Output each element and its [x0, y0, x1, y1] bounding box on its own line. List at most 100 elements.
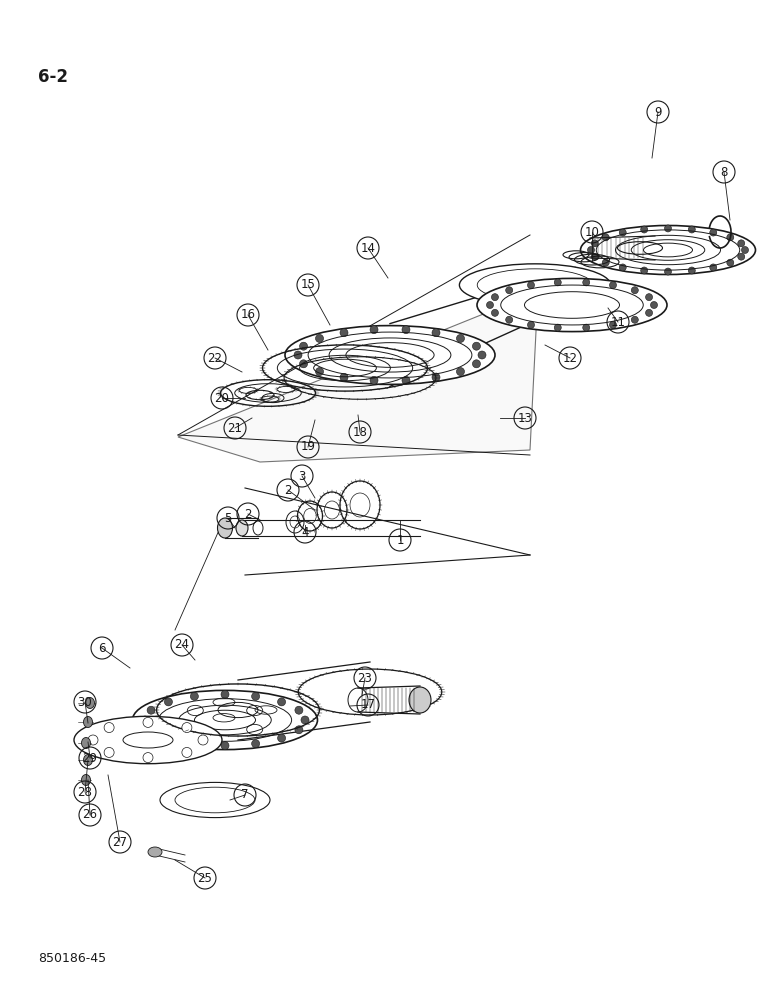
Text: 6-2: 6-2: [38, 68, 68, 86]
Ellipse shape: [218, 518, 232, 538]
Circle shape: [688, 226, 695, 233]
Text: 4: 4: [301, 526, 309, 538]
Text: 30: 30: [78, 696, 92, 708]
Text: 21: 21: [228, 422, 243, 434]
Circle shape: [104, 723, 114, 733]
Circle shape: [182, 747, 192, 757]
Circle shape: [478, 351, 486, 359]
Circle shape: [221, 690, 229, 698]
Text: 7: 7: [241, 788, 249, 802]
Circle shape: [487, 302, 494, 308]
Text: 8: 8: [720, 165, 728, 178]
Circle shape: [527, 282, 534, 289]
Circle shape: [147, 706, 155, 714]
Circle shape: [602, 234, 609, 241]
Text: 14: 14: [360, 241, 375, 254]
Circle shape: [527, 321, 534, 328]
Circle shape: [651, 302, 658, 308]
Circle shape: [316, 368, 324, 376]
Circle shape: [300, 342, 307, 350]
Circle shape: [143, 717, 153, 727]
Circle shape: [432, 373, 440, 381]
Circle shape: [370, 376, 378, 384]
Circle shape: [370, 326, 378, 334]
Circle shape: [631, 287, 638, 294]
Text: 9: 9: [654, 105, 661, 118]
Circle shape: [295, 726, 303, 734]
Circle shape: [609, 321, 616, 328]
Circle shape: [646, 309, 653, 316]
Text: 22: 22: [207, 352, 222, 364]
Circle shape: [609, 282, 616, 289]
Circle shape: [583, 324, 590, 331]
Text: 850186-45: 850186-45: [38, 952, 106, 965]
Circle shape: [646, 294, 653, 301]
Ellipse shape: [459, 264, 611, 306]
Circle shape: [301, 716, 309, 724]
Text: 3: 3: [298, 470, 306, 483]
Circle shape: [491, 309, 498, 316]
Circle shape: [631, 316, 638, 323]
Text: 2: 2: [284, 484, 292, 496]
Text: 15: 15: [300, 278, 315, 292]
Circle shape: [555, 279, 562, 286]
Circle shape: [665, 268, 672, 275]
Circle shape: [738, 253, 745, 260]
Text: 23: 23: [357, 672, 372, 684]
Ellipse shape: [409, 687, 431, 713]
Circle shape: [456, 334, 464, 342]
Text: 18: 18: [353, 426, 367, 438]
Circle shape: [710, 229, 717, 236]
Circle shape: [340, 373, 348, 381]
Circle shape: [402, 376, 410, 384]
Circle shape: [583, 279, 590, 286]
Circle shape: [738, 240, 745, 247]
Circle shape: [252, 692, 260, 700]
Ellipse shape: [83, 716, 93, 728]
Circle shape: [587, 246, 594, 253]
Text: 2: 2: [244, 508, 252, 520]
Ellipse shape: [285, 326, 495, 384]
Ellipse shape: [81, 738, 90, 748]
Text: 29: 29: [83, 752, 98, 764]
Circle shape: [402, 326, 410, 334]
Circle shape: [316, 334, 324, 342]
Ellipse shape: [580, 226, 756, 274]
Circle shape: [665, 225, 672, 232]
Ellipse shape: [74, 716, 222, 764]
Text: 10: 10: [584, 226, 600, 238]
Text: 1: 1: [396, 534, 404, 546]
Text: 25: 25: [197, 871, 212, 884]
Circle shape: [190, 740, 198, 748]
Text: 13: 13: [518, 412, 533, 424]
Text: 12: 12: [562, 352, 577, 364]
Ellipse shape: [477, 278, 667, 332]
Circle shape: [221, 742, 229, 750]
Circle shape: [727, 259, 734, 266]
Polygon shape: [178, 292, 538, 462]
Circle shape: [456, 368, 464, 376]
Circle shape: [147, 726, 155, 734]
Circle shape: [591, 240, 598, 247]
Circle shape: [619, 229, 626, 236]
Circle shape: [104, 747, 114, 757]
Circle shape: [278, 734, 285, 742]
Circle shape: [555, 324, 562, 331]
Circle shape: [198, 735, 208, 745]
Circle shape: [143, 753, 153, 763]
Circle shape: [88, 735, 98, 745]
Circle shape: [141, 716, 149, 724]
Circle shape: [591, 253, 598, 260]
Circle shape: [688, 267, 695, 274]
Circle shape: [727, 234, 734, 241]
Circle shape: [432, 329, 440, 337]
Text: 24: 24: [175, 639, 190, 652]
Circle shape: [491, 294, 498, 301]
Text: 28: 28: [77, 786, 93, 798]
Text: 6: 6: [98, 642, 106, 654]
Ellipse shape: [86, 698, 94, 708]
Text: 27: 27: [112, 836, 127, 848]
Text: 11: 11: [611, 316, 626, 328]
Circle shape: [295, 706, 303, 714]
Circle shape: [505, 316, 512, 323]
